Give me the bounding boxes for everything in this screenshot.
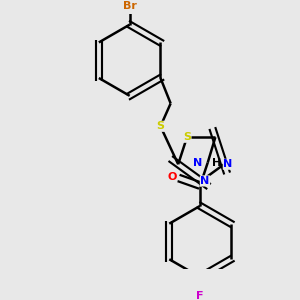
Text: H: H — [212, 158, 221, 168]
Text: N: N — [223, 159, 232, 169]
Text: Br: Br — [123, 1, 136, 10]
Text: S: S — [157, 121, 164, 131]
Text: S: S — [183, 132, 191, 142]
Text: F: F — [196, 291, 204, 300]
Text: O: O — [167, 172, 177, 182]
Text: N: N — [194, 158, 202, 168]
Text: N: N — [200, 176, 210, 186]
